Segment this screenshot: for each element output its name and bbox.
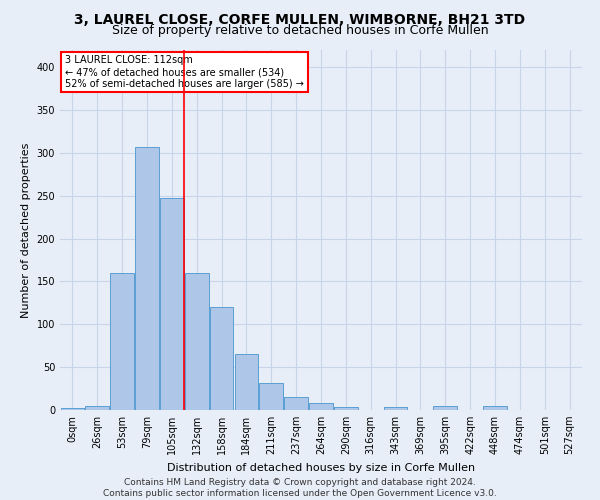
Text: Contains HM Land Registry data © Crown copyright and database right 2024.
Contai: Contains HM Land Registry data © Crown c… xyxy=(103,478,497,498)
Bar xyxy=(61,408,84,410)
Bar xyxy=(210,307,233,410)
Bar xyxy=(433,406,457,410)
Bar xyxy=(259,384,283,410)
Bar xyxy=(384,408,407,410)
Bar xyxy=(284,397,308,410)
Bar xyxy=(110,273,134,410)
Text: 3, LAUREL CLOSE, CORFE MULLEN, WIMBORNE, BH21 3TD: 3, LAUREL CLOSE, CORFE MULLEN, WIMBORNE,… xyxy=(74,12,526,26)
Bar xyxy=(334,406,358,410)
Bar xyxy=(185,273,209,410)
Bar xyxy=(483,406,507,410)
Bar xyxy=(235,354,258,410)
Bar xyxy=(85,406,109,410)
Bar xyxy=(309,403,333,410)
Bar xyxy=(160,198,184,410)
Text: 3 LAUREL CLOSE: 112sqm
← 47% of detached houses are smaller (534)
52% of semi-de: 3 LAUREL CLOSE: 112sqm ← 47% of detached… xyxy=(65,56,304,88)
Y-axis label: Number of detached properties: Number of detached properties xyxy=(21,142,31,318)
Text: Size of property relative to detached houses in Corfe Mullen: Size of property relative to detached ho… xyxy=(112,24,488,37)
Bar xyxy=(135,147,159,410)
X-axis label: Distribution of detached houses by size in Corfe Mullen: Distribution of detached houses by size … xyxy=(167,462,475,472)
